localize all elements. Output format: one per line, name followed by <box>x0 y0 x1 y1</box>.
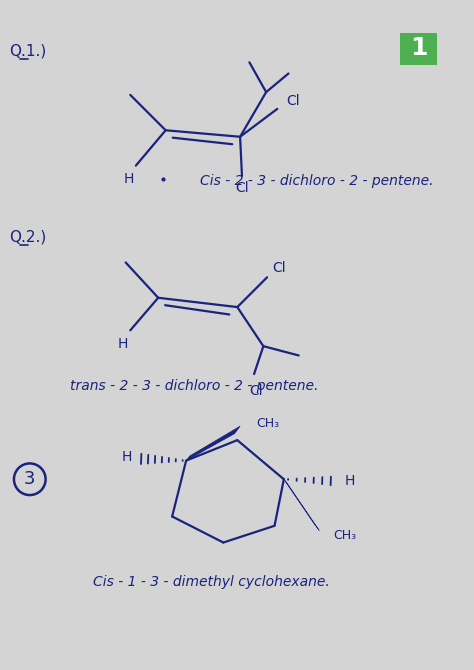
Text: Cl: Cl <box>235 181 249 195</box>
Text: Cl: Cl <box>273 261 286 275</box>
Text: 3: 3 <box>24 470 36 488</box>
Text: CH₃: CH₃ <box>256 417 279 430</box>
Polygon shape <box>186 426 240 461</box>
Polygon shape <box>284 479 319 531</box>
Text: Cl: Cl <box>249 384 263 398</box>
Text: CH₃: CH₃ <box>333 529 356 541</box>
Text: H: H <box>123 172 134 186</box>
Text: 1: 1 <box>410 36 428 60</box>
Text: Q.2.): Q.2.) <box>9 230 46 245</box>
FancyBboxPatch shape <box>400 33 438 65</box>
Text: H: H <box>121 450 132 464</box>
Text: Cis - 2 - 3 - dichloro - 2 - pentene.: Cis - 2 - 3 - dichloro - 2 - pentene. <box>200 174 434 188</box>
Text: H: H <box>118 337 128 351</box>
Text: trans - 2 - 3 - dichloro - 2 - pentene.: trans - 2 - 3 - dichloro - 2 - pentene. <box>70 379 318 393</box>
Text: H: H <box>344 474 355 488</box>
Text: Q.1.): Q.1.) <box>9 44 46 59</box>
Text: Cis - 1 - 3 - dimethyl cyclohexane.: Cis - 1 - 3 - dimethyl cyclohexane. <box>93 575 330 589</box>
Text: Cl: Cl <box>287 94 300 109</box>
